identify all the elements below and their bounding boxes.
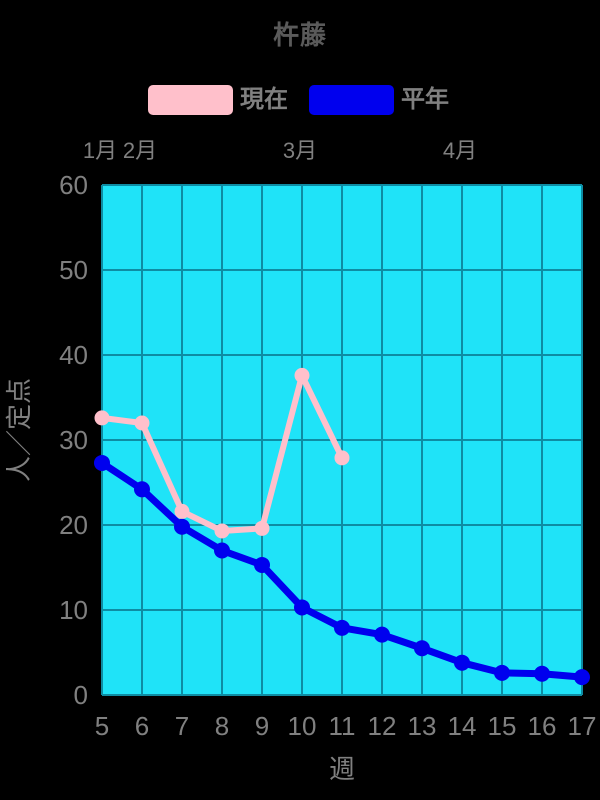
data-point-現在	[174, 503, 190, 519]
legend-swatch-current	[148, 85, 233, 115]
data-point-現在	[94, 410, 110, 426]
x-tick-label: 14	[448, 711, 477, 741]
x-tick-label: 12	[368, 711, 397, 741]
x-axis-title: 週	[329, 754, 355, 784]
x-tick-label: 10	[288, 711, 317, 741]
x-tick-label: 5	[95, 711, 109, 741]
month-label: 4月	[443, 138, 477, 163]
legend-swatch-normal	[309, 85, 394, 115]
month-label: 1月	[83, 138, 117, 163]
data-point-現在	[214, 523, 230, 539]
month-label: 2月	[123, 138, 157, 163]
legend-label-current: 現在	[240, 86, 288, 113]
data-point-平年	[214, 542, 230, 559]
y-tick-label: 30	[59, 425, 88, 455]
x-tick-label: 17	[568, 711, 597, 741]
data-point-平年	[574, 669, 590, 686]
data-point-平年	[334, 619, 350, 636]
data-point-平年	[174, 518, 190, 535]
data-point-現在	[294, 367, 310, 383]
y-tick-label: 10	[59, 595, 88, 625]
data-point-平年	[374, 626, 390, 643]
data-point-平年	[494, 664, 510, 681]
data-point-現在	[134, 415, 150, 431]
x-tick-label: 11	[329, 711, 356, 741]
y-tick-label: 20	[59, 510, 88, 540]
x-tick-label: 15	[488, 711, 517, 741]
data-point-平年	[94, 454, 110, 471]
x-tick-label: 9	[255, 711, 269, 741]
data-point-平年	[414, 640, 430, 657]
x-tick-label: 8	[215, 711, 229, 741]
y-tick-label: 50	[59, 255, 88, 285]
data-point-平年	[134, 481, 150, 498]
data-point-平年	[534, 665, 550, 682]
month-label: 3月	[283, 138, 317, 163]
data-point-平年	[294, 599, 310, 616]
chart-title: 杵藤	[272, 20, 327, 50]
x-tick-label: 16	[528, 711, 557, 741]
x-tick-label: 6	[135, 711, 149, 741]
data-point-現在	[254, 520, 270, 536]
x-tick-label: 13	[408, 711, 437, 741]
y-tick-label: 0	[74, 680, 88, 710]
x-tick-label: 7	[175, 711, 189, 741]
y-tick-label: 40	[59, 340, 88, 370]
data-point-平年	[254, 556, 270, 573]
y-axis-title: 人／定点	[4, 378, 34, 482]
legend-label-normal: 平年	[401, 86, 449, 113]
data-point-現在	[334, 450, 350, 466]
y-tick-label: 60	[59, 170, 88, 200]
data-point-平年	[454, 654, 470, 671]
legend: 現在 平年	[148, 85, 470, 115]
